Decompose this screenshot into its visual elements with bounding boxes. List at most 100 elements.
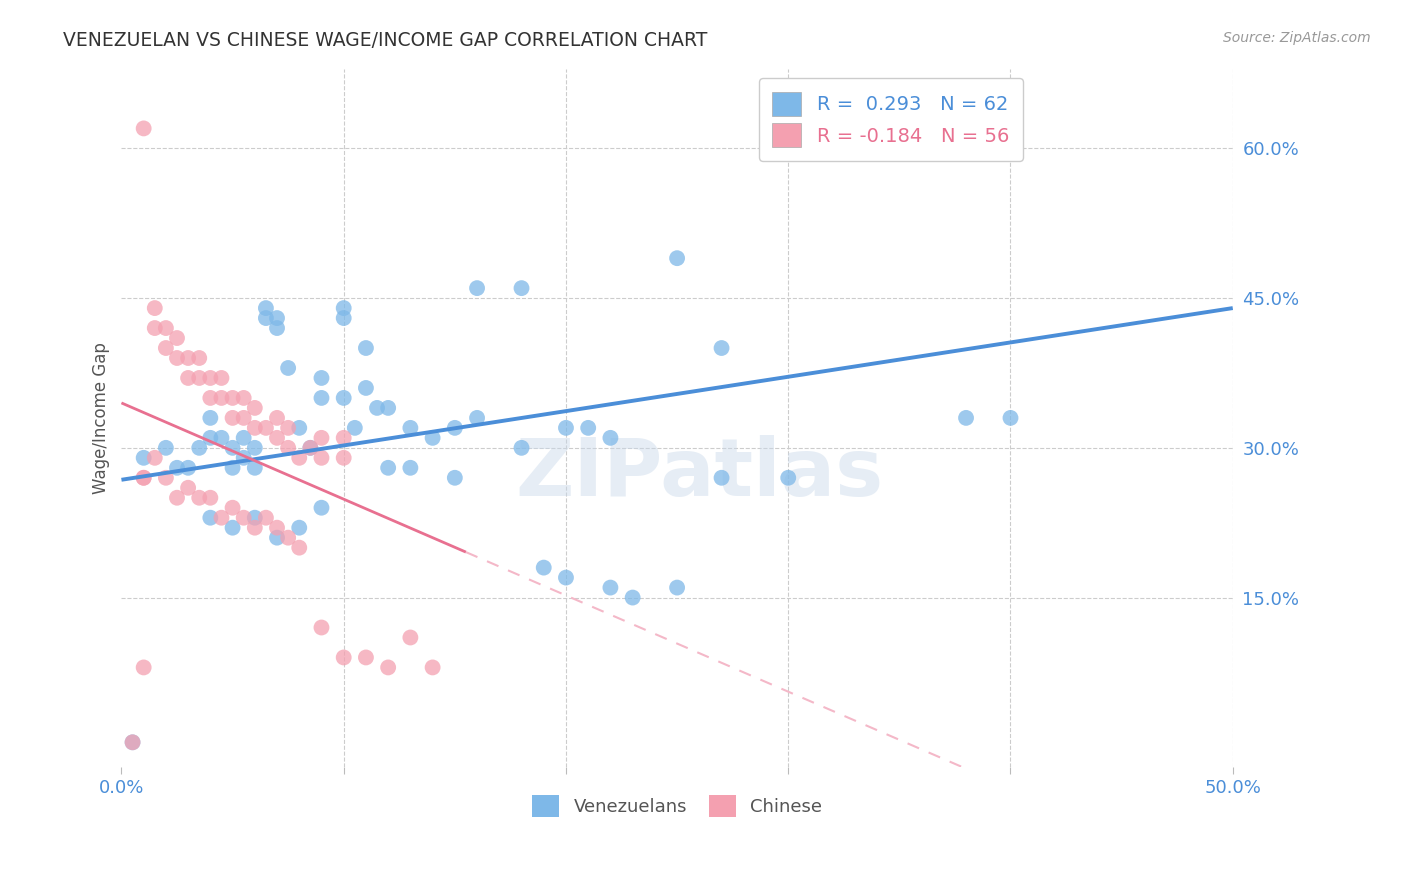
Point <box>243 510 266 524</box>
Point <box>332 311 354 326</box>
Point <box>243 421 266 435</box>
Point <box>211 431 233 445</box>
Point <box>211 510 233 524</box>
Point <box>132 471 155 485</box>
Y-axis label: Wage/Income Gap: Wage/Income Gap <box>93 342 110 494</box>
Point <box>177 481 200 495</box>
Point <box>188 441 211 455</box>
Point <box>299 441 322 455</box>
Point <box>443 471 465 485</box>
Point <box>188 491 211 505</box>
Point <box>221 460 243 475</box>
Point <box>177 351 200 365</box>
Point <box>200 391 222 405</box>
Point <box>221 441 243 455</box>
Point <box>232 410 254 425</box>
Point <box>166 460 188 475</box>
Text: ZIPatlas: ZIPatlas <box>515 434 883 513</box>
Point <box>266 311 288 326</box>
Point <box>354 381 377 395</box>
Point <box>288 541 311 555</box>
Point <box>121 735 143 749</box>
Point <box>232 450 254 465</box>
Point <box>422 660 444 674</box>
Point <box>510 441 533 455</box>
Point <box>143 301 166 315</box>
Point <box>188 351 211 365</box>
Point <box>399 421 422 435</box>
Point <box>277 441 299 455</box>
Point <box>211 371 233 385</box>
Point <box>621 591 644 605</box>
Point <box>177 460 200 475</box>
Point <box>221 410 243 425</box>
Point <box>155 441 177 455</box>
Point <box>377 401 399 415</box>
Point <box>200 431 222 445</box>
Point <box>311 620 333 634</box>
Point <box>710 471 733 485</box>
Point <box>266 431 288 445</box>
Point <box>121 735 143 749</box>
Point <box>155 341 177 355</box>
Point <box>266 410 288 425</box>
Point <box>377 660 399 674</box>
Point <box>155 471 177 485</box>
Point <box>311 431 333 445</box>
Point <box>243 401 266 415</box>
Legend: Venezuelans, Chinese: Venezuelans, Chinese <box>524 789 830 824</box>
Point <box>311 391 333 405</box>
Point <box>155 321 177 335</box>
Point <box>221 500 243 515</box>
Text: Source: ZipAtlas.com: Source: ZipAtlas.com <box>1223 31 1371 45</box>
Point <box>166 331 188 345</box>
Point <box>266 521 288 535</box>
Point <box>1000 410 1022 425</box>
Point <box>465 410 488 425</box>
Point <box>510 281 533 295</box>
Point <box>399 460 422 475</box>
Point <box>200 510 222 524</box>
Point <box>221 391 243 405</box>
Point <box>955 410 977 425</box>
Point <box>299 441 322 455</box>
Point <box>254 421 277 435</box>
Point <box>188 371 211 385</box>
Point <box>465 281 488 295</box>
Point <box>232 431 254 445</box>
Point <box>177 371 200 385</box>
Point <box>166 351 188 365</box>
Point <box>243 441 266 455</box>
Point <box>143 450 166 465</box>
Point <box>132 660 155 674</box>
Point <box>399 631 422 645</box>
Point <box>354 341 377 355</box>
Point <box>166 491 188 505</box>
Point <box>277 361 299 376</box>
Point <box>311 500 333 515</box>
Point <box>288 421 311 435</box>
Point <box>143 321 166 335</box>
Point <box>254 301 277 315</box>
Point <box>132 121 155 136</box>
Point <box>332 431 354 445</box>
Point <box>778 471 800 485</box>
Point <box>232 391 254 405</box>
Point <box>533 560 555 574</box>
Point <box>599 581 621 595</box>
Point <box>377 460 399 475</box>
Point <box>288 450 311 465</box>
Point <box>354 650 377 665</box>
Point <box>243 460 266 475</box>
Point <box>576 421 599 435</box>
Point <box>132 450 155 465</box>
Point <box>243 521 266 535</box>
Point <box>232 510 254 524</box>
Point <box>666 581 689 595</box>
Point <box>555 421 578 435</box>
Point <box>254 311 277 326</box>
Point <box>277 531 299 545</box>
Point <box>555 571 578 585</box>
Point <box>332 301 354 315</box>
Text: VENEZUELAN VS CHINESE WAGE/INCOME GAP CORRELATION CHART: VENEZUELAN VS CHINESE WAGE/INCOME GAP CO… <box>63 31 707 50</box>
